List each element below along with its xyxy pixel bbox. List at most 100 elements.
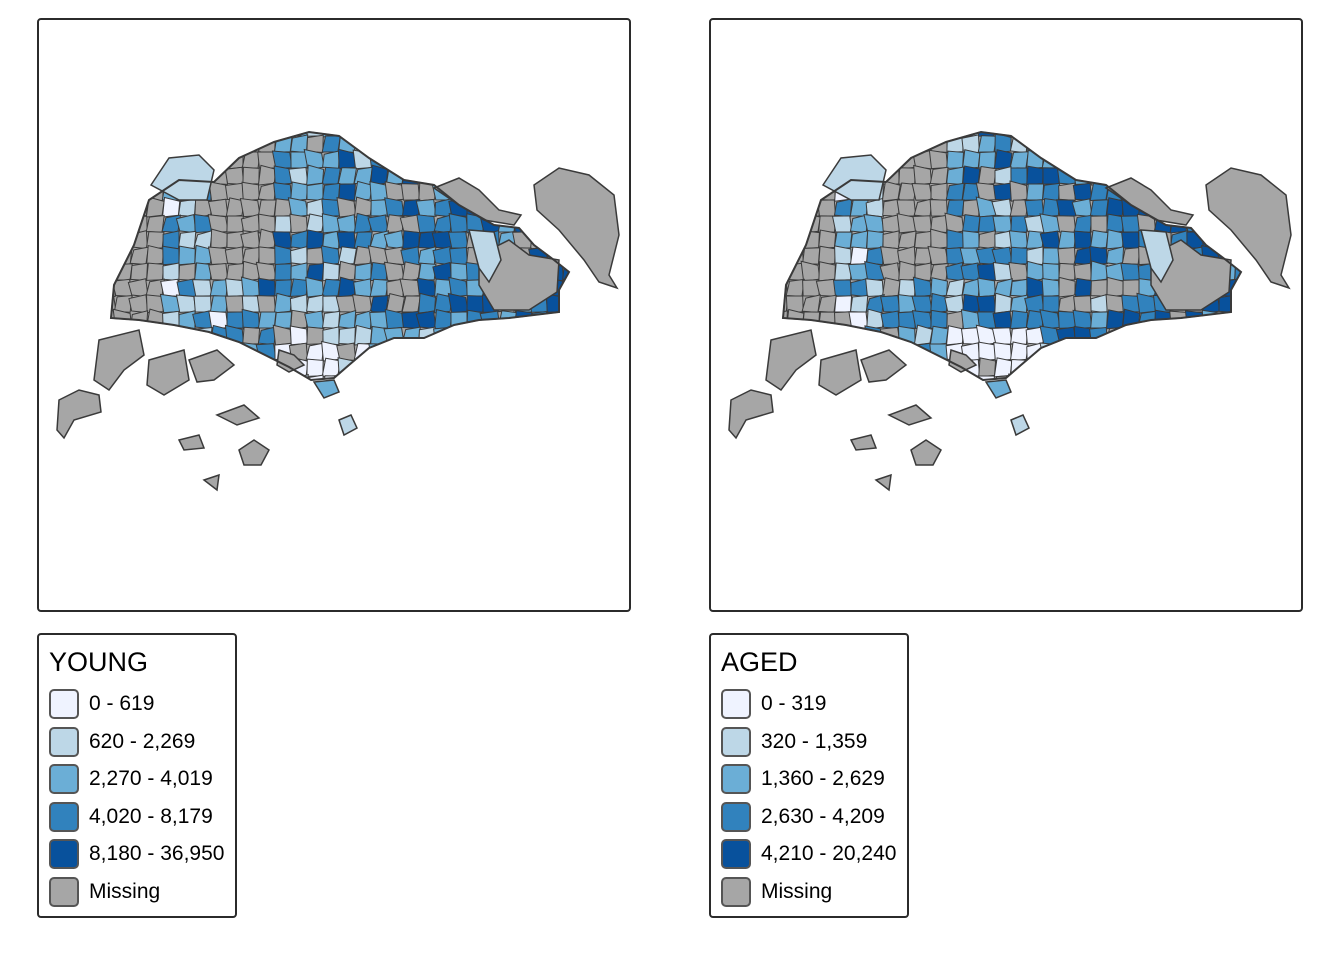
subzone-polygon <box>818 132 836 138</box>
subzone-polygon <box>242 372 260 380</box>
subzone-polygon <box>175 132 197 154</box>
subzone-polygon <box>466 165 484 186</box>
subzone-polygon <box>783 151 789 169</box>
subzone-polygon <box>1106 134 1124 153</box>
subzone-polygon <box>160 134 181 153</box>
subzone-polygon <box>1218 326 1236 346</box>
subzone-polygon <box>1090 260 1108 282</box>
subzone-polygon <box>1121 231 1141 249</box>
legend-swatch <box>49 764 79 794</box>
subzone-polygon <box>1042 262 1060 281</box>
subzone-polygon <box>255 132 277 138</box>
subzone-polygon <box>127 278 149 298</box>
subzone-polygon <box>783 196 805 218</box>
subzone-polygon <box>912 215 933 233</box>
subzone-polygon <box>959 247 981 265</box>
subzone-polygon <box>354 324 373 346</box>
subzone-polygon <box>145 214 165 233</box>
subzone-polygon <box>273 292 293 314</box>
subzone-polygon <box>1201 132 1220 138</box>
subzone-polygon <box>865 278 885 298</box>
subzone-polygon <box>849 199 869 217</box>
subzone-polygon <box>1105 132 1125 138</box>
subzone-polygon <box>882 230 900 250</box>
subzone-polygon <box>1122 134 1140 153</box>
subzone-polygon <box>144 132 165 138</box>
subzone-polygon <box>544 150 565 170</box>
subzone-polygon <box>1153 166 1173 186</box>
subzone-polygon <box>479 358 501 377</box>
subzone-polygon <box>481 150 501 170</box>
subzone-polygon <box>400 246 421 266</box>
subzone-polygon <box>977 135 997 153</box>
subzone-polygon <box>1169 327 1188 345</box>
subzone-polygon <box>1010 215 1028 233</box>
subzone-polygon <box>1010 246 1028 265</box>
subzone-polygon <box>545 133 564 154</box>
subzone-polygon <box>1104 359 1125 377</box>
subzone-polygon <box>401 374 421 380</box>
subzone-polygon <box>511 358 533 377</box>
subzone-polygon <box>945 247 964 265</box>
subzone-polygon <box>914 359 932 377</box>
subzone-polygon <box>994 292 1012 314</box>
legend-swatch <box>49 727 79 757</box>
subzone-polygon <box>1074 132 1092 138</box>
subzone-polygon <box>369 278 389 297</box>
subzone-polygon <box>833 326 854 346</box>
subzone-polygon <box>129 374 149 380</box>
subzone-polygon <box>305 262 325 281</box>
subzone-polygon <box>898 167 916 185</box>
subzone-polygon <box>818 148 837 170</box>
subzone-polygon <box>1042 295 1060 313</box>
subzone-polygon <box>1170 181 1188 202</box>
subzone-polygon <box>306 182 324 202</box>
subzone-polygon <box>514 150 532 170</box>
aged-legend: AGED 0 - 319 320 - 1,359 1,360 - 2,629 2… <box>709 633 909 918</box>
subzone-polygon <box>1090 215 1108 233</box>
subzone-polygon <box>257 228 277 250</box>
subzone-polygon <box>450 134 468 153</box>
subzone-polygon <box>224 295 245 313</box>
subzone-polygon <box>1183 374 1205 380</box>
legend-label: 320 - 1,359 <box>761 730 868 753</box>
aged-map-layer <box>728 130 1292 492</box>
subzone-polygon <box>529 229 549 250</box>
subzone-polygon <box>418 359 437 377</box>
subzone-polygon <box>1185 326 1205 346</box>
subzone-polygon <box>783 165 789 186</box>
subzone-polygon <box>434 148 452 170</box>
island-polygon <box>276 349 306 373</box>
legend-swatch <box>721 839 751 869</box>
subzone-polygon <box>960 262 981 282</box>
legend-swatch <box>721 727 751 757</box>
subzone-polygon <box>145 326 164 345</box>
subzone-polygon <box>111 199 117 217</box>
subzone-polygon <box>322 230 341 250</box>
subzone-polygon <box>1025 358 1045 378</box>
subzone-polygon <box>896 132 917 154</box>
subzone-polygon <box>928 149 949 170</box>
subzone-polygon <box>401 132 421 137</box>
subzone-polygon <box>257 199 277 217</box>
subzone-polygon <box>465 134 485 153</box>
subzone-polygon <box>513 374 533 380</box>
legend-label: 4,020 - 8,179 <box>89 805 213 828</box>
subzone-polygon <box>898 375 916 380</box>
subzone-polygon <box>1138 359 1156 377</box>
subzone-polygon <box>1167 374 1189 380</box>
subzone-polygon <box>1234 309 1241 330</box>
subzone-polygon <box>1073 230 1092 249</box>
subzone-polygon <box>146 262 165 281</box>
subzone-polygon <box>258 246 276 265</box>
subzone-polygon <box>929 325 949 346</box>
subzone-polygon <box>881 151 901 169</box>
subzone-polygon <box>1041 277 1060 298</box>
subzone-polygon <box>1089 229 1109 250</box>
subzone-polygon <box>1217 340 1236 362</box>
subzone-polygon <box>1218 132 1236 137</box>
subzone-polygon <box>927 245 949 266</box>
subzone-polygon <box>881 180 901 202</box>
subzone-polygon <box>1184 134 1205 153</box>
subzone-polygon <box>321 310 341 329</box>
